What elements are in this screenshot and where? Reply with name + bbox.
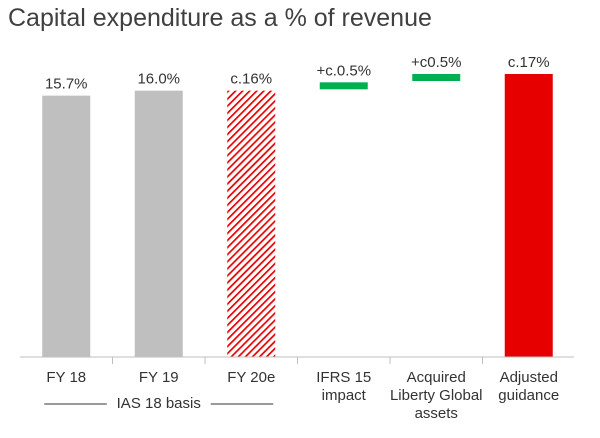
category-label-fy-20e: FY 20e xyxy=(227,369,275,386)
value-label-adjusted-guidance: c.17% xyxy=(508,54,550,71)
bar-acquired-liberty-global-assets xyxy=(412,74,461,81)
category-label-adjusted-guidance: Adjusted guidance xyxy=(498,369,559,404)
chart-title: Capital expenditure as a % of revenue xyxy=(8,4,432,32)
category-label-ifrs-15-impact: IFRS 15 impact xyxy=(316,369,371,404)
value-label-acquired-liberty-global-assets: +c0.5% xyxy=(411,54,461,71)
value-label-fy-20e: c.16% xyxy=(230,71,272,88)
category-label-fy-18: FY 18 xyxy=(46,369,86,386)
category-label-acquired-liberty-global-assets: Acquired Liberty Global assets xyxy=(390,369,483,422)
bar-adjusted-guidance xyxy=(504,74,553,357)
category-label-fy-19: FY 19 xyxy=(139,369,179,386)
bar-fy-19 xyxy=(134,90,183,357)
value-label-fy-18: 15.7% xyxy=(45,76,88,93)
bar-fy-20e xyxy=(227,90,276,357)
ias18-basis-label: IAS 18 basis xyxy=(117,395,201,412)
bar-fy-18 xyxy=(42,95,91,357)
bar-ifrs-15-impact xyxy=(319,82,368,90)
value-label-fy-19: 16.0% xyxy=(137,71,180,88)
value-label-ifrs-15-impact: +c.0.5% xyxy=(316,62,371,79)
